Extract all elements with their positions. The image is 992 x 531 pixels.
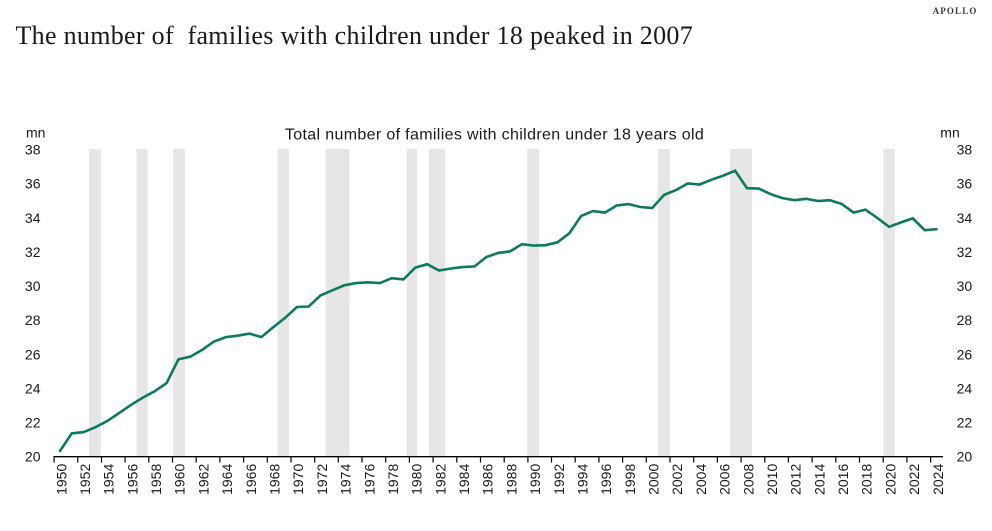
svg-text:1954: 1954 [101,464,117,495]
svg-text:2022: 2022 [906,464,922,495]
svg-text:1990: 1990 [527,464,543,495]
svg-text:1998: 1998 [622,464,638,495]
svg-text:1968: 1968 [267,464,283,495]
svg-text:34: 34 [25,210,41,226]
svg-text:2006: 2006 [717,464,733,495]
svg-text:38: 38 [25,142,41,158]
svg-text:2004: 2004 [693,464,709,495]
svg-text:1962: 1962 [195,464,211,495]
svg-text:22: 22 [25,415,41,431]
svg-text:2018: 2018 [859,464,875,495]
svg-text:1974: 1974 [338,464,354,495]
svg-text:20: 20 [957,449,973,465]
svg-text:1988: 1988 [503,464,519,495]
svg-text:38: 38 [957,142,973,158]
svg-text:26: 26 [957,346,973,362]
svg-text:30: 30 [957,278,973,294]
svg-text:24: 24 [957,380,973,396]
svg-text:1960: 1960 [172,464,188,495]
svg-text:20: 20 [25,449,41,465]
svg-text:1972: 1972 [314,464,330,495]
svg-text:mn: mn [940,124,959,140]
svg-text:2020: 2020 [882,464,898,495]
svg-text:2024: 2024 [930,464,946,495]
svg-text:1994: 1994 [575,464,591,495]
svg-text:1982: 1982 [432,464,448,495]
svg-text:36: 36 [25,176,41,192]
svg-text:1958: 1958 [148,464,164,495]
svg-text:1986: 1986 [480,464,496,495]
svg-text:26: 26 [25,346,41,362]
svg-text:24: 24 [25,380,41,396]
svg-text:1952: 1952 [77,464,93,495]
svg-text:28: 28 [957,312,973,328]
svg-text:1964: 1964 [219,464,235,495]
svg-text:mn: mn [26,124,45,140]
svg-text:1980: 1980 [409,464,425,495]
svg-text:2014: 2014 [811,464,827,495]
svg-text:30: 30 [25,278,41,294]
svg-text:1970: 1970 [290,464,306,495]
svg-text:1992: 1992 [551,464,567,495]
svg-text:2016: 2016 [835,464,851,495]
svg-text:1996: 1996 [598,464,614,495]
svg-text:1984: 1984 [456,464,472,495]
svg-text:34: 34 [957,210,973,226]
svg-text:32: 32 [957,244,973,260]
svg-text:28: 28 [25,312,41,328]
svg-text:1956: 1956 [124,464,140,495]
svg-text:22: 22 [957,415,973,431]
svg-text:1976: 1976 [361,464,377,495]
svg-text:1950: 1950 [53,464,69,495]
svg-text:2010: 2010 [764,464,780,495]
svg-text:32: 32 [25,244,41,260]
svg-text:2012: 2012 [788,464,804,495]
svg-text:36: 36 [957,176,973,192]
svg-text:2000: 2000 [646,464,662,495]
svg-text:1978: 1978 [385,464,401,495]
svg-text:2002: 2002 [669,464,685,495]
svg-text:1966: 1966 [243,464,259,495]
svg-text:Total number of families with: Total number of families with children u… [285,126,704,143]
svg-text:2008: 2008 [740,464,756,495]
